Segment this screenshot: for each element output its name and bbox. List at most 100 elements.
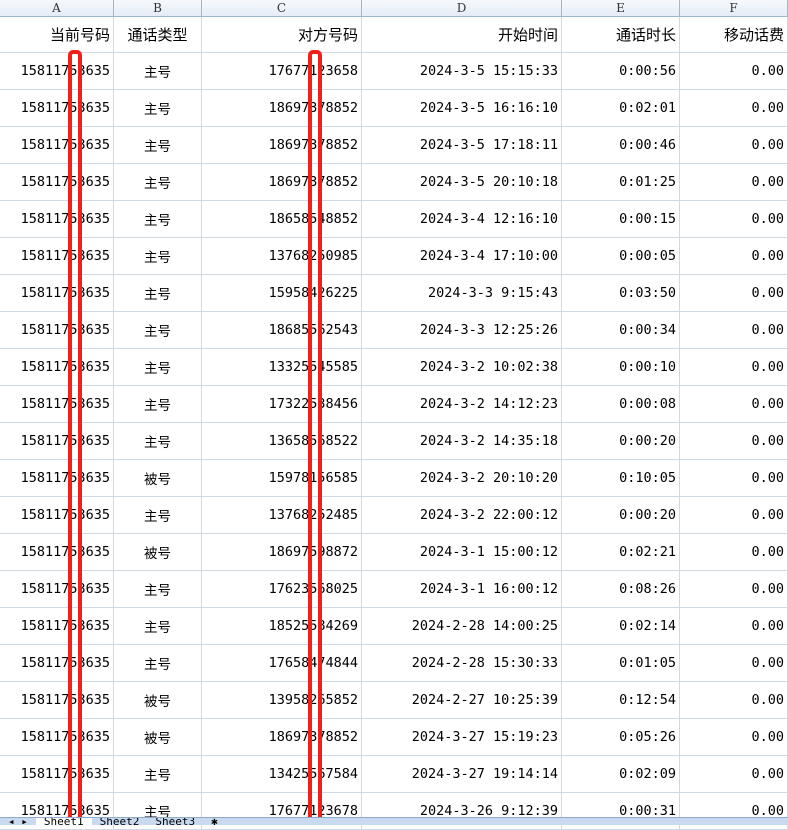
- table-cell[interactable]: 2024-2-28 15:30:33: [362, 645, 562, 681]
- table-cell[interactable]: 2024-3-2 20:10:20: [362, 460, 562, 496]
- table-cell[interactable]: 2024-3-2 10:02:38: [362, 349, 562, 385]
- table-cell[interactable]: 2024-3-2 14:35:18: [362, 423, 562, 459]
- table-cell[interactable]: 2024-3-5 16:16:10: [362, 90, 562, 126]
- table-cell[interactable]: 0.00: [680, 349, 788, 385]
- table-cell[interactable]: 0:05:26: [562, 719, 680, 755]
- table-cell[interactable]: 0.00: [680, 423, 788, 459]
- table-cell[interactable]: 主号: [114, 423, 202, 459]
- table-cell[interactable]: 0.00: [680, 53, 788, 89]
- table-cell[interactable]: 15811753635: [0, 719, 114, 755]
- table-cell[interactable]: 13958265852: [202, 682, 362, 718]
- column-header-c[interactable]: C: [202, 0, 362, 17]
- table-cell[interactable]: 15811753635: [0, 349, 114, 385]
- table-cell[interactable]: 0:00:15: [562, 201, 680, 237]
- table-cell[interactable]: 0:02:14: [562, 608, 680, 644]
- table-cell[interactable]: 0:08:26: [562, 571, 680, 607]
- table-cell[interactable]: 15811753635: [0, 201, 114, 237]
- table-cell[interactable]: 2024-3-2 14:12:23: [362, 386, 562, 422]
- table-cell[interactable]: 主号: [114, 312, 202, 348]
- table-cell[interactable]: 18697598872: [202, 534, 362, 570]
- table-cell[interactable]: 0.00: [680, 682, 788, 718]
- table-cell[interactable]: 2024-2-28 14:00:25: [362, 608, 562, 644]
- table-cell[interactable]: 主号: [114, 275, 202, 311]
- table-cell[interactable]: 主号: [114, 238, 202, 274]
- table-cell[interactable]: 主号: [114, 90, 202, 126]
- header-cell[interactable]: 通话时长: [562, 17, 680, 52]
- table-cell[interactable]: 0.00: [680, 571, 788, 607]
- table-cell[interactable]: 0.00: [680, 386, 788, 422]
- table-cell[interactable]: 0:00:20: [562, 423, 680, 459]
- table-cell[interactable]: 0:00:05: [562, 238, 680, 274]
- table-cell[interactable]: 0:02:09: [562, 756, 680, 792]
- table-cell[interactable]: 2024-3-4 12:16:10: [362, 201, 562, 237]
- table-cell[interactable]: 15811753635: [0, 756, 114, 792]
- table-cell[interactable]: 15811753635: [0, 90, 114, 126]
- table-cell[interactable]: 0.00: [680, 645, 788, 681]
- table-cell[interactable]: 15811753635: [0, 275, 114, 311]
- table-cell[interactable]: 0:00:34: [562, 312, 680, 348]
- table-cell[interactable]: 被号: [114, 719, 202, 755]
- header-cell[interactable]: 当前号码: [0, 17, 114, 52]
- table-cell[interactable]: 15811753635: [0, 682, 114, 718]
- table-cell[interactable]: 18697378852: [202, 719, 362, 755]
- table-cell[interactable]: 15811753635: [0, 645, 114, 681]
- table-cell[interactable]: 2024-3-5 20:10:18: [362, 164, 562, 200]
- table-cell[interactable]: 0.00: [680, 460, 788, 496]
- table-cell[interactable]: 18658548852: [202, 201, 362, 237]
- table-cell[interactable]: 0:00:31: [562, 793, 680, 829]
- table-cell[interactable]: 0:00:20: [562, 497, 680, 533]
- table-cell[interactable]: 被号: [114, 682, 202, 718]
- table-cell[interactable]: 2024-3-3 9:15:43: [362, 275, 562, 311]
- table-cell[interactable]: 0:02:01: [562, 90, 680, 126]
- table-cell[interactable]: 15811753635: [0, 793, 114, 829]
- table-cell[interactable]: 0:00:08: [562, 386, 680, 422]
- table-cell[interactable]: 主号: [114, 608, 202, 644]
- table-cell[interactable]: 18525584269: [202, 608, 362, 644]
- table-cell[interactable]: 15811753635: [0, 423, 114, 459]
- table-cell[interactable]: 0.00: [680, 497, 788, 533]
- table-cell[interactable]: 0.00: [680, 201, 788, 237]
- sheet-tab-1[interactable]: Sheet1: [35, 818, 92, 825]
- table-cell[interactable]: 主号: [114, 497, 202, 533]
- table-cell[interactable]: 17322538456: [202, 386, 362, 422]
- table-cell[interactable]: 18685562543: [202, 312, 362, 348]
- table-cell[interactable]: 15811753635: [0, 571, 114, 607]
- table-cell[interactable]: 0:02:21: [562, 534, 680, 570]
- table-cell[interactable]: 15811753635: [0, 312, 114, 348]
- table-cell[interactable]: 15811753635: [0, 386, 114, 422]
- table-cell[interactable]: 主号: [114, 53, 202, 89]
- table-cell[interactable]: 0:00:56: [562, 53, 680, 89]
- sheet-tab-2[interactable]: Sheet2: [99, 817, 140, 825]
- table-cell[interactable]: 15978156585: [202, 460, 362, 496]
- table-cell[interactable]: 13658568522: [202, 423, 362, 459]
- table-cell[interactable]: 主号: [114, 645, 202, 681]
- table-cell[interactable]: 2024-3-27 15:19:23: [362, 719, 562, 755]
- table-cell[interactable]: 被号: [114, 534, 202, 570]
- sheet-tab-3[interactable]: Sheet3: [155, 817, 196, 825]
- table-cell[interactable]: 15811753635: [0, 534, 114, 570]
- table-cell[interactable]: 15811753635: [0, 460, 114, 496]
- table-cell[interactable]: 15958426225: [202, 275, 362, 311]
- table-cell[interactable]: 13768252485: [202, 497, 362, 533]
- table-cell[interactable]: 2024-3-27 19:14:14: [362, 756, 562, 792]
- table-cell[interactable]: 2024-3-1 15:00:12: [362, 534, 562, 570]
- table-cell[interactable]: 2024-3-26 9:12:39: [362, 793, 562, 829]
- table-cell[interactable]: 13325545585: [202, 349, 362, 385]
- table-cell[interactable]: 被号: [114, 460, 202, 496]
- table-cell[interactable]: 2024-2-27 10:25:39: [362, 682, 562, 718]
- table-cell[interactable]: 0.00: [680, 719, 788, 755]
- table-cell[interactable]: 0:03:50: [562, 275, 680, 311]
- table-cell[interactable]: 2024-3-5 15:15:33: [362, 53, 562, 89]
- table-cell[interactable]: 2024-3-2 22:00:12: [362, 497, 562, 533]
- table-cell[interactable]: 13768250985: [202, 238, 362, 274]
- table-cell[interactable]: 0:00:10: [562, 349, 680, 385]
- table-cell[interactable]: 17677123678: [202, 793, 362, 829]
- table-cell[interactable]: 18697378852: [202, 90, 362, 126]
- table-cell[interactable]: 15811753635: [0, 497, 114, 533]
- column-header-a[interactable]: A: [0, 0, 114, 17]
- insert-sheet-icon[interactable]: ✱: [211, 817, 218, 825]
- column-header-d[interactable]: D: [362, 0, 562, 17]
- table-cell[interactable]: 0:01:05: [562, 645, 680, 681]
- header-cell[interactable]: 通话类型: [114, 17, 202, 52]
- table-cell[interactable]: 15811753635: [0, 127, 114, 163]
